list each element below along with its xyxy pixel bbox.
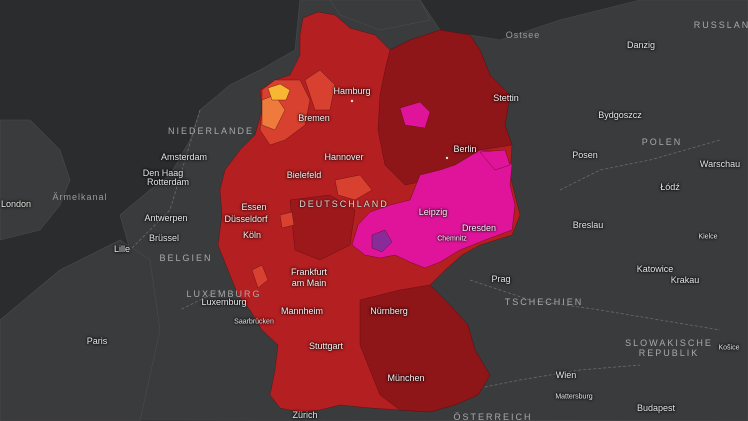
city-label-hamburg[interactable]: Hamburg xyxy=(333,86,371,96)
city-label-bielefeld[interactable]: Bielefeld xyxy=(286,170,322,180)
city-label-frankfurt-2: am Main xyxy=(291,278,327,288)
country-label-ru: RUSSLANE xyxy=(693,20,748,30)
city-label-wien[interactable]: Wien xyxy=(555,370,577,380)
country-label-be: BELGIEN xyxy=(159,253,213,263)
city-label-berlin[interactable]: Berlin xyxy=(453,144,477,154)
region-central-dark xyxy=(289,194,356,261)
city-label-lille[interactable]: Lille xyxy=(113,244,131,254)
city-label-warschau[interactable]: Warschau xyxy=(699,159,741,169)
city-label-bremen[interactable]: Bremen xyxy=(298,113,330,123)
region-bavaria-dark xyxy=(359,284,491,413)
country-label-at: ÖSTERREICH xyxy=(453,412,533,421)
city-label-leipzig[interactable]: Leipzig xyxy=(418,207,448,217)
city-label-posen[interactable]: Posen xyxy=(572,150,598,160)
country-label-sk1: SLOWAKISCHE xyxy=(625,338,713,348)
city-label-breslau[interactable]: Breslau xyxy=(572,220,604,230)
city-label-luxemburg[interactable]: Luxemburg xyxy=(201,297,247,307)
city-label-lodz[interactable]: Łódź xyxy=(660,182,680,192)
country-label-de: DEUTSCHLAND xyxy=(299,199,389,209)
sea-label-ostsee: Ostsee xyxy=(505,30,541,40)
city-label-stettin[interactable]: Stettin xyxy=(493,93,519,103)
city-label-danzig[interactable]: Danzig xyxy=(626,40,656,50)
city-label-mattersburg[interactable]: Mattersburg xyxy=(555,393,593,401)
region-extreme-3 xyxy=(479,149,511,171)
city-label-katowice[interactable]: Katowice xyxy=(636,264,674,274)
country-borders xyxy=(129,109,721,391)
region-lowest xyxy=(267,83,291,101)
region-east-dark xyxy=(377,29,513,186)
city-label-london[interactable]: London xyxy=(0,199,32,209)
region-max xyxy=(371,229,393,253)
city-label-frankfurt-1[interactable]: Frankfurt xyxy=(290,267,328,277)
city-label-antwerpen[interactable]: Antwerpen xyxy=(144,213,188,223)
sea-label-aermelkanal: Ärmelkanal xyxy=(52,192,108,202)
city-label-rotterdam[interactable]: Rotterdam xyxy=(146,177,190,187)
city-label-bydgoszcz[interactable]: Bydgoszcz xyxy=(598,110,642,120)
germany-regions xyxy=(217,11,521,413)
city-label-denhaag[interactable]: Den Haag xyxy=(142,168,184,178)
country-label-nl: NIEDERLANDE xyxy=(167,126,255,136)
city-label-muenchen[interactable]: München xyxy=(387,373,425,383)
city-label-duesseldorf[interactable]: Düsseldorf xyxy=(224,214,268,224)
city-label-prag[interactable]: Prag xyxy=(491,274,511,284)
city-label-budapest[interactable]: Budapest xyxy=(636,403,676,413)
city-label-paris[interactable]: Paris xyxy=(86,336,108,346)
city-label-stuttgart[interactable]: Stuttgart xyxy=(308,341,344,351)
country-label-cz: TSCHECHIEN xyxy=(504,297,584,307)
city-label-saarbruecken[interactable]: Saarbrücken xyxy=(234,318,274,326)
country-label-lu: LUXEMBURG xyxy=(186,289,262,299)
city-label-nuernberg[interactable]: Nürnberg xyxy=(370,306,408,316)
city-label-zuerich[interactable]: Zürich xyxy=(292,410,318,420)
city-label-kielce[interactable]: Kielce xyxy=(698,233,718,241)
country-label-pl: POLEN xyxy=(641,137,683,147)
region-mid-2 xyxy=(334,174,373,201)
region-extreme-2 xyxy=(399,101,431,129)
country-label-sk2: REPUBLIK xyxy=(638,348,700,358)
city-label-koeln[interactable]: Köln xyxy=(242,230,262,240)
city-label-mannheim[interactable]: Mannheim xyxy=(280,306,324,316)
city-label-amsterdam[interactable]: Amsterdam xyxy=(160,152,208,162)
city-label-essen[interactable]: Essen xyxy=(241,202,267,212)
city-label-hannover[interactable]: Hannover xyxy=(324,152,364,162)
region-mid-4 xyxy=(279,211,295,229)
region-mid-3 xyxy=(251,264,269,289)
city-label-chemnitz[interactable]: Chemnitz xyxy=(437,235,467,243)
city-label-krakau[interactable]: Krakau xyxy=(670,275,700,285)
region-ne-mid xyxy=(304,69,336,111)
city-label-bruessel[interactable]: Brüssel xyxy=(148,233,180,243)
city-label-kosice[interactable]: Košice xyxy=(718,344,740,352)
city-label-dresden[interactable]: Dresden xyxy=(461,223,497,233)
